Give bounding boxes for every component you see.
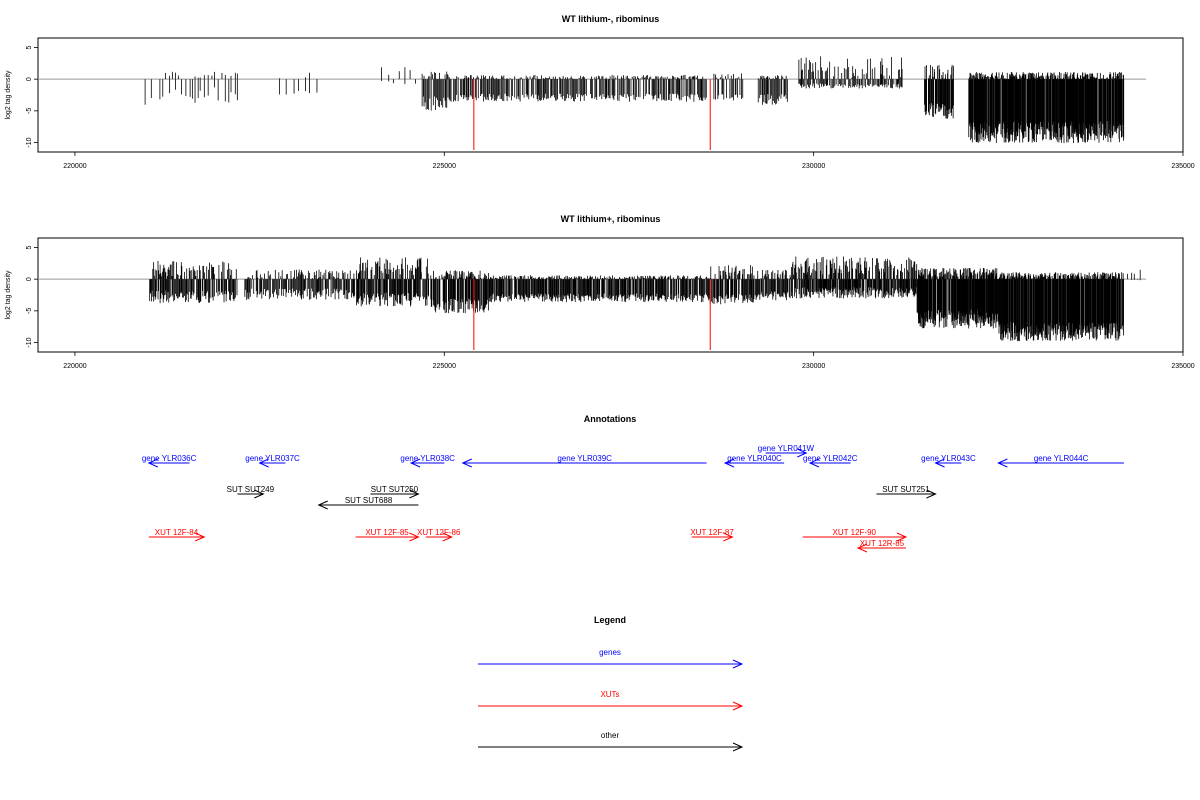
gene-arrow-label: gene YLR038C bbox=[400, 454, 455, 463]
sut-arrow: SUT SUT250 bbox=[370, 485, 420, 499]
gene-arrow-head bbox=[409, 458, 421, 468]
gene-arrow-label: gene YLR042C bbox=[803, 454, 858, 463]
gene-arrow: gene YLR043C bbox=[921, 454, 976, 468]
gene-arrow-label: gene YLR040C bbox=[727, 454, 782, 463]
xut-arrow-head bbox=[723, 532, 734, 542]
sut-arrow-label: SUT SUT249 bbox=[227, 485, 275, 494]
legend-label: XUTs bbox=[600, 690, 619, 699]
legend-label: other bbox=[601, 731, 620, 740]
gene-arrow-head bbox=[461, 458, 472, 468]
gene-arrow: gene YLR042C bbox=[803, 454, 858, 468]
y-tick-label: 0 bbox=[26, 77, 33, 81]
y-tick-label: 5 bbox=[26, 45, 33, 49]
xut-arrow-head bbox=[195, 532, 206, 542]
density-bars bbox=[149, 256, 1141, 342]
y-tick-label: -10 bbox=[26, 337, 33, 347]
sut-arrow-label: SUT SUT688 bbox=[345, 496, 393, 505]
xut-arrow-label: XUT 12F-84 bbox=[155, 528, 199, 537]
gene-arrow: gene YLR041W bbox=[758, 444, 815, 458]
gene-arrow-head bbox=[797, 448, 808, 458]
gene-arrow-head bbox=[147, 458, 159, 468]
gene-arrow: gene YLR040C bbox=[723, 454, 785, 468]
sut-arrow-head bbox=[254, 489, 265, 499]
gene-arrow: gene YLR044C bbox=[997, 454, 1124, 468]
legend-arrowhead bbox=[732, 742, 744, 752]
gene-arrow-label: gene YLR037C bbox=[245, 454, 300, 463]
y-tick-label: -10 bbox=[26, 137, 33, 147]
gene-arrow-head bbox=[808, 458, 820, 468]
y-axis-label: log2 tag density bbox=[5, 270, 12, 320]
legend-title: Legend bbox=[594, 615, 626, 625]
xut-arrow-head bbox=[442, 532, 453, 542]
xut-arrow-label: XUT 12F-87 bbox=[690, 528, 734, 537]
y-axis-label: log2 tag density bbox=[5, 70, 12, 120]
x-tick-label: 225000 bbox=[433, 163, 456, 170]
gene-arrow: gene YLR038C bbox=[400, 454, 455, 468]
xut-arrow-label: XUT 12F-86 bbox=[417, 528, 461, 537]
gene-arrow-head bbox=[723, 458, 735, 468]
sut-arrow-head bbox=[409, 489, 420, 499]
sut-arrow-head bbox=[317, 500, 328, 510]
y-tick-label: -5 bbox=[26, 108, 33, 114]
x-tick-label: 235000 bbox=[1171, 363, 1194, 370]
gene-arrow-label: gene YLR043C bbox=[921, 454, 976, 463]
gene-arrow-label: gene YLR044C bbox=[1034, 454, 1089, 463]
legend-item: XUTs bbox=[478, 690, 744, 711]
gene-arrow-label: gene YLR039C bbox=[557, 454, 612, 463]
xut-arrow-head bbox=[896, 532, 908, 542]
gene-arrow: gene YLR039C bbox=[461, 454, 707, 468]
xut-arrow-head bbox=[856, 543, 868, 553]
sut-arrow: SUT SUT251 bbox=[876, 485, 937, 499]
xut-arrow-label: XUT 12F-90 bbox=[833, 528, 877, 537]
annotations-title: Annotations bbox=[584, 414, 637, 424]
legend-arrowhead bbox=[732, 659, 744, 669]
x-tick-label: 230000 bbox=[802, 363, 825, 370]
gene-arrow: gene YLR036C bbox=[142, 454, 197, 468]
gene-arrow-label: gene YLR036C bbox=[142, 454, 197, 463]
xut-arrow-label: XUT 12F-85 bbox=[365, 528, 409, 537]
sut-arrow-head bbox=[926, 489, 937, 499]
plot-frame bbox=[37, 237, 1184, 353]
xut-arrow: XUT 12F-87 bbox=[690, 528, 734, 542]
x-tick-label: 235000 bbox=[1171, 163, 1194, 170]
xut-arrow-label: XUT 12R-85 bbox=[860, 539, 905, 548]
legend-item: other bbox=[478, 731, 744, 752]
gene-arrow-head bbox=[934, 458, 945, 468]
density-bars bbox=[144, 56, 1125, 144]
legend-label: genes bbox=[599, 648, 621, 657]
x-tick-label: 230000 bbox=[802, 163, 825, 170]
y-tick-label: 5 bbox=[26, 245, 33, 249]
gene-arrow-head bbox=[258, 458, 269, 468]
x-tick-label: 225000 bbox=[433, 363, 456, 370]
legend-arrowhead bbox=[732, 701, 744, 711]
chart-title: WT lithium+, ribominus bbox=[561, 214, 661, 224]
y-tick-label: -5 bbox=[26, 308, 33, 314]
chart-title: WT lithium-, ribominus bbox=[562, 14, 660, 24]
sut-arrow-label: SUT SUT250 bbox=[371, 485, 419, 494]
legend-item: genes bbox=[478, 648, 744, 669]
x-tick-label: 220000 bbox=[63, 163, 86, 170]
x-tick-label: 220000 bbox=[63, 363, 86, 370]
plot-frame bbox=[37, 37, 1184, 153]
y-tick-label: 0 bbox=[26, 277, 33, 281]
xut-arrow: XUT 12R-85 bbox=[856, 539, 906, 553]
sut-arrow: SUT SUT249 bbox=[227, 485, 275, 499]
gene-arrow-label: gene YLR041W bbox=[758, 444, 815, 453]
xut-arrow: XUT 12F-86 bbox=[417, 528, 461, 542]
xut-arrow: XUT 12F-90 bbox=[802, 528, 908, 542]
sut-arrow: SUT SUT688 bbox=[317, 496, 419, 510]
sut-arrow-label: SUT SUT251 bbox=[882, 485, 930, 494]
xut-arrow: XUT 12F-84 bbox=[148, 528, 206, 542]
xut-arrow: XUT 12F-85 bbox=[355, 528, 420, 542]
gene-arrow: gene YLR037C bbox=[245, 454, 300, 468]
xut-arrow-head bbox=[409, 532, 420, 542]
gene-arrow-head bbox=[997, 458, 1008, 468]
